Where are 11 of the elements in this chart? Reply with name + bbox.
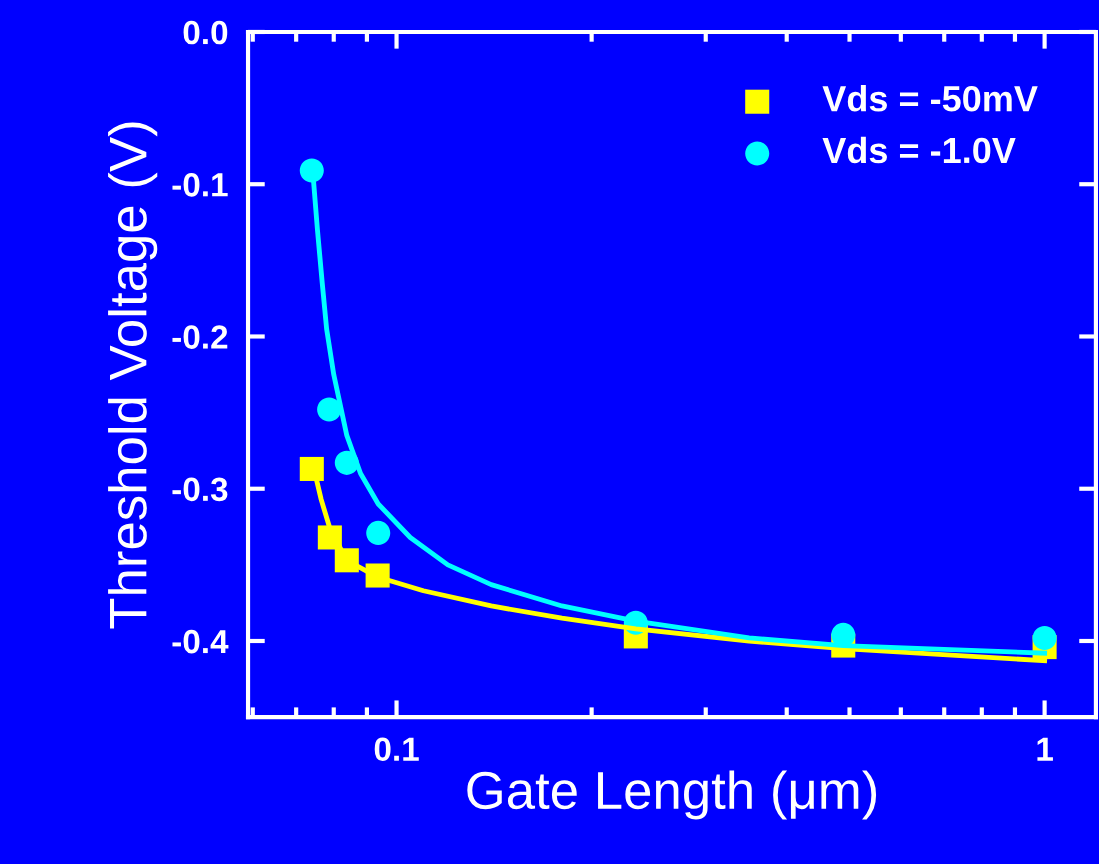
y-tick-label: -0.3	[172, 477, 228, 502]
y-tick-label: 0.0	[183, 20, 228, 45]
y-tick-label: -0.4	[172, 629, 229, 654]
x-tick-label: 1	[1037, 737, 1053, 761]
y-axis-title: Threshold Voltage (V)	[108, 122, 158, 629]
legend-label: Vds = -1.0V	[822, 136, 1016, 164]
y-tick-label: -0.2	[172, 325, 228, 349]
x-tick-label: 0.1	[374, 737, 419, 762]
y-tick-label: -0.1	[172, 173, 228, 197]
legend-label: Vds = -50mV	[822, 85, 1038, 112]
x-axis-title: Gate Length (μm)	[467, 770, 877, 820]
